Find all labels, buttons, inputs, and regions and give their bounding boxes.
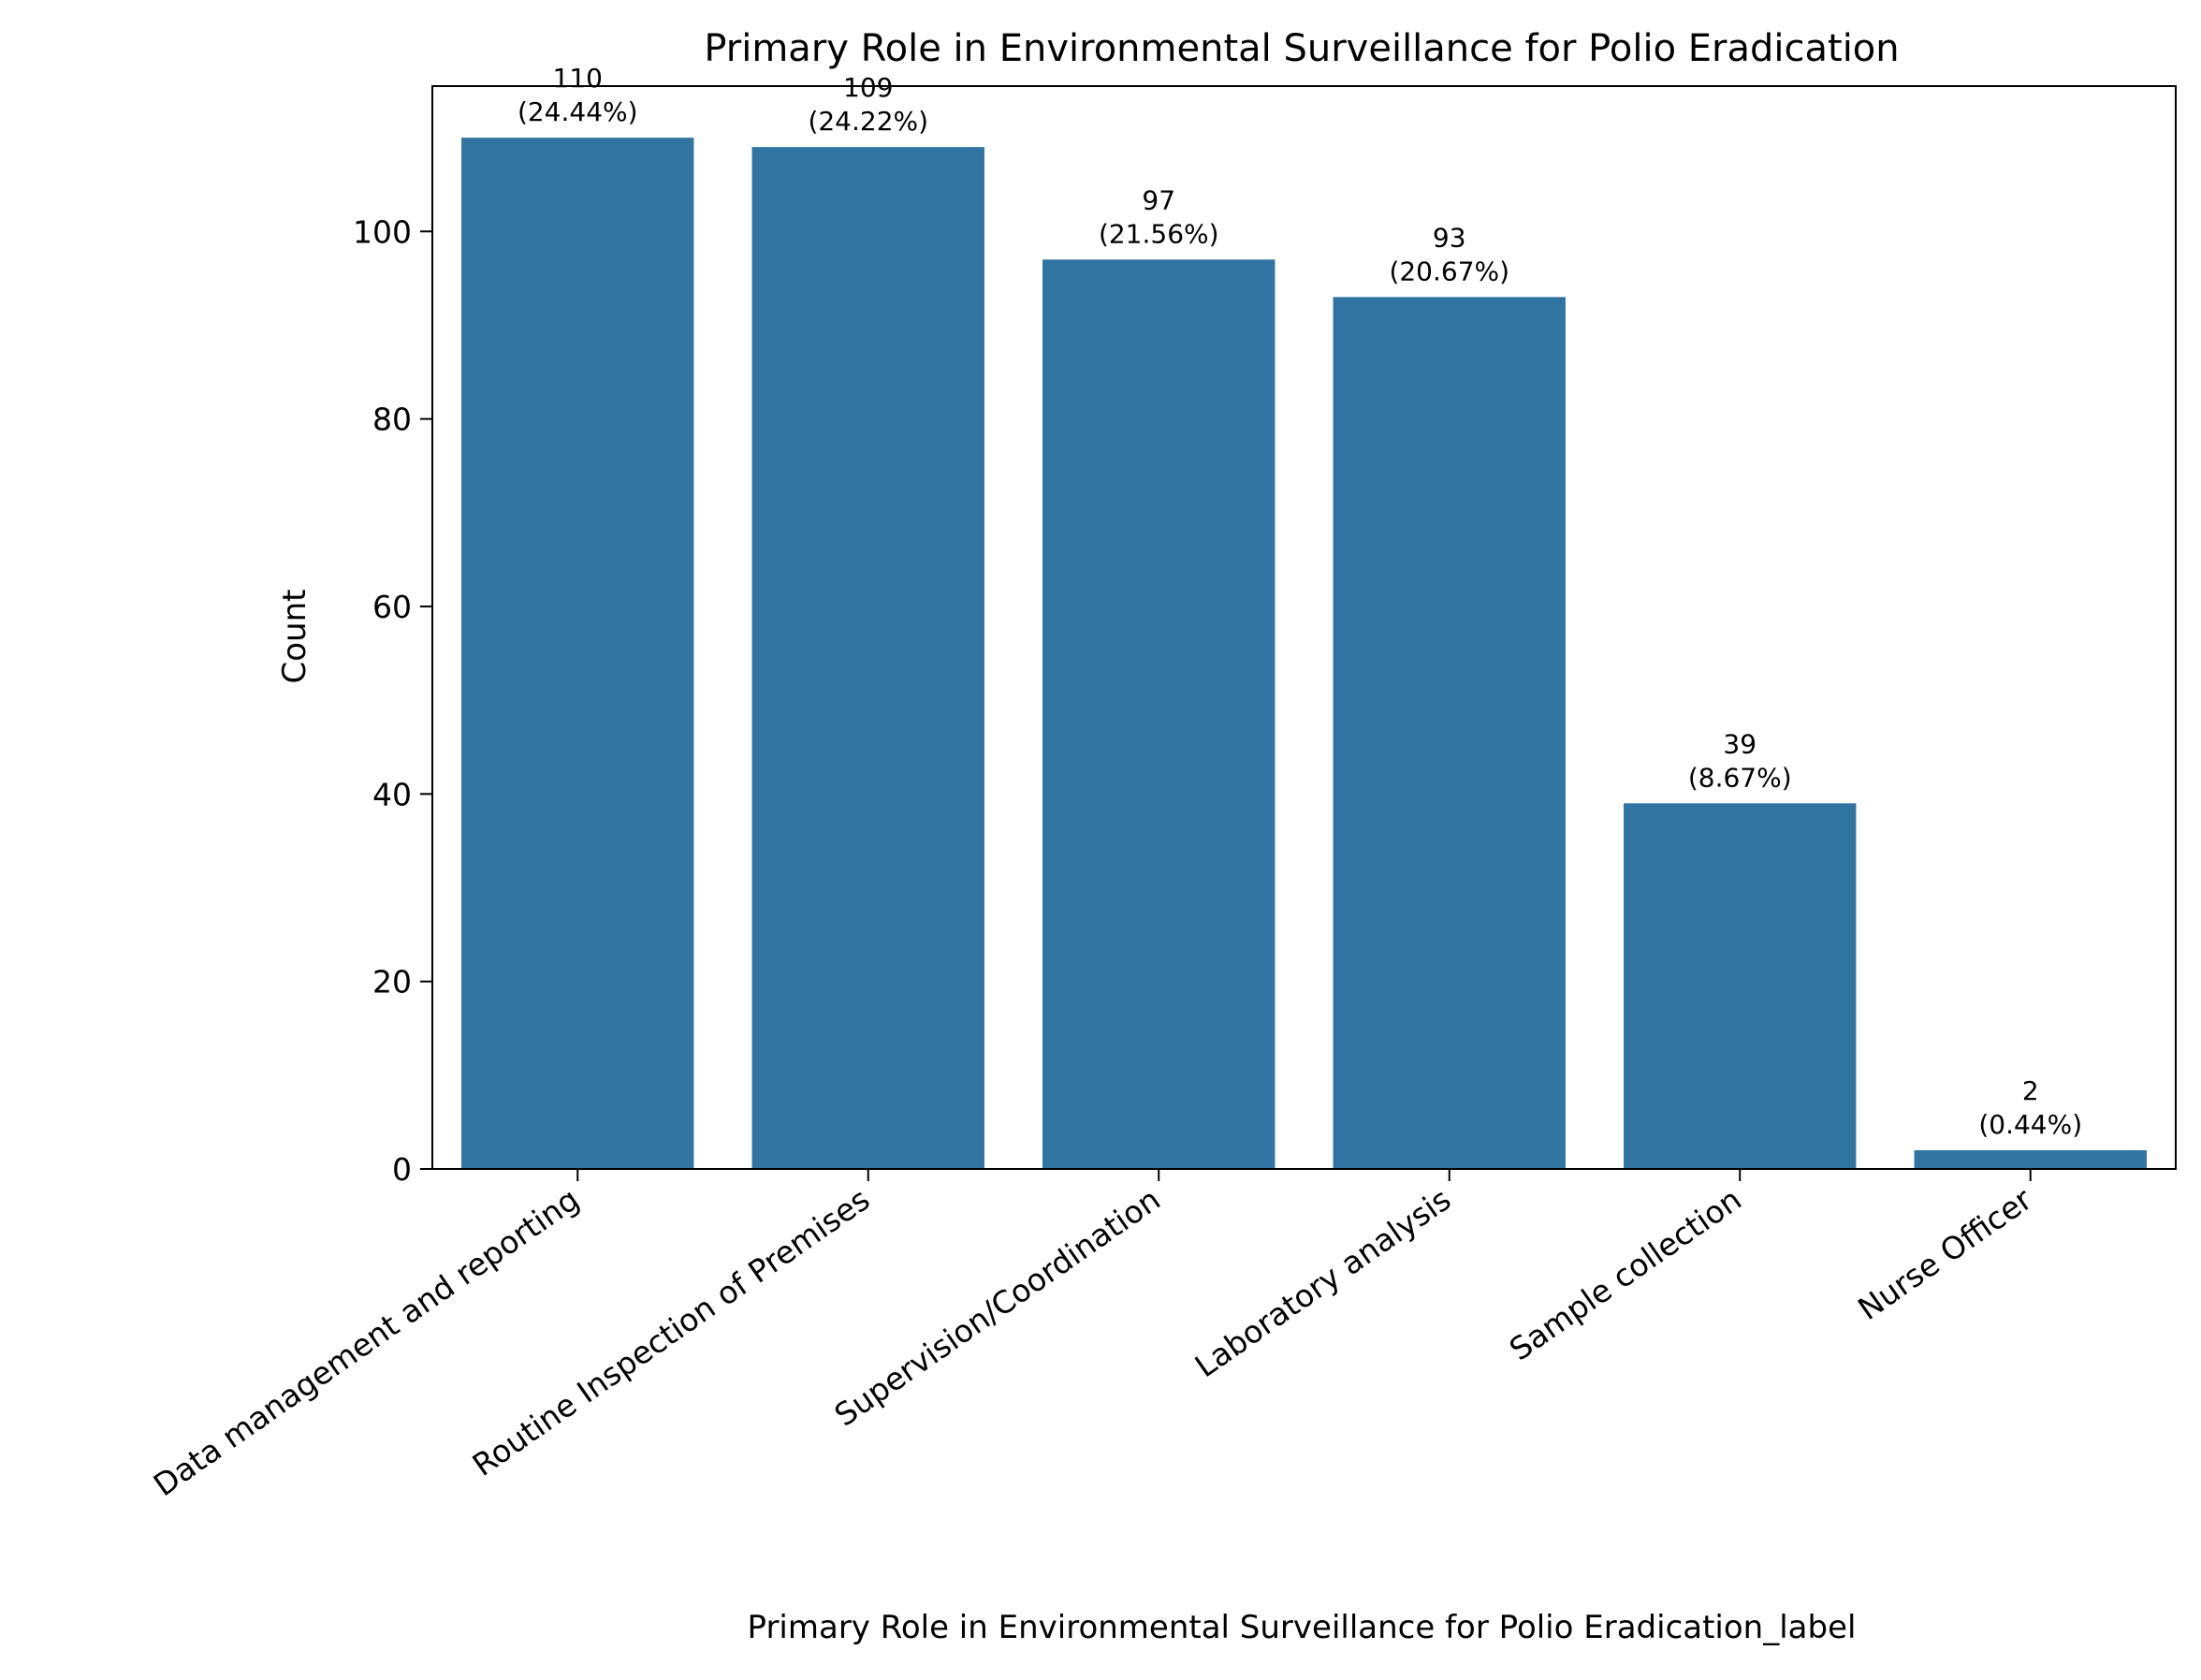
y-tick-label: 80 <box>372 402 412 438</box>
bar <box>751 147 984 1169</box>
bar-percent-label: (20.67%) <box>1389 256 1509 286</box>
bar-percent-label: (0.44%) <box>1978 1109 2082 1140</box>
y-axis-label: Count <box>276 590 313 684</box>
x-tick-label: Nurse Officer <box>1851 1180 2039 1327</box>
bar <box>461 138 694 1170</box>
bar-percent-label: (24.22%) <box>808 106 928 137</box>
bar <box>1914 1149 2147 1169</box>
plot-area: 110(24.44%)Data management and reporting… <box>147 63 2177 1503</box>
x-axis-label: Primary Role in Environmental Surveillan… <box>748 1609 1857 1646</box>
bar-value-label: 110 <box>553 63 603 94</box>
x-tick-label: Sample collection <box>1503 1181 1748 1368</box>
x-tick-label: Laboratory analysis <box>1188 1181 1458 1385</box>
y-tick-label: 0 <box>392 1151 412 1188</box>
y-tick-label: 40 <box>372 776 412 812</box>
bar-percent-label: (8.67%) <box>1688 762 1792 793</box>
bar-value-label: 39 <box>1723 728 1756 759</box>
chart-title: Primary Role in Environmental Surveillan… <box>704 27 1899 70</box>
bar <box>1624 803 1857 1169</box>
bar-percent-label: (24.44%) <box>517 96 638 127</box>
bar <box>1333 297 1566 1169</box>
y-tick-label: 20 <box>372 964 412 1001</box>
x-tick-label: Supervision/Coordination <box>828 1181 1167 1434</box>
bar-percent-label: (21.56%) <box>1099 218 1219 249</box>
bar-value-label: 93 <box>1433 222 1466 253</box>
bar-value-label: 109 <box>843 72 893 103</box>
bar-value-label: 2 <box>2022 1075 2039 1106</box>
bar-value-label: 97 <box>1142 184 1175 215</box>
y-tick-label: 60 <box>372 589 412 625</box>
axes-frame <box>431 85 2177 1170</box>
bar <box>1042 259 1275 1170</box>
y-tick-label: 100 <box>353 213 412 250</box>
